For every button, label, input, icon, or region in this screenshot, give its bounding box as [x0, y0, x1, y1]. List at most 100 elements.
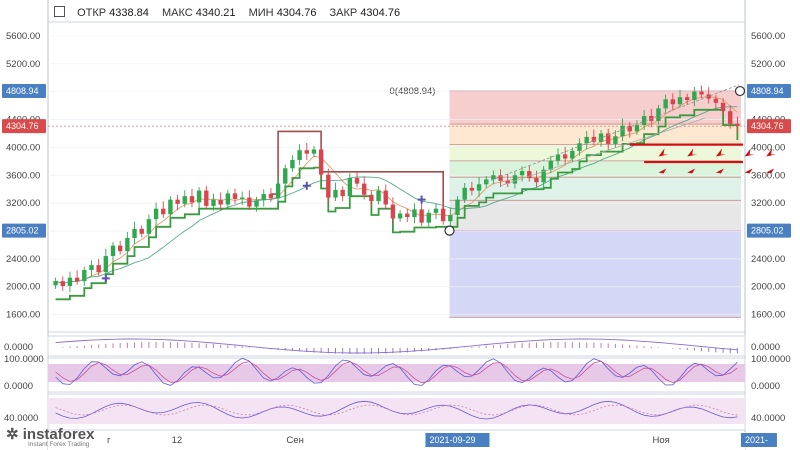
candle-body	[577, 143, 582, 151]
candle-body	[304, 150, 309, 154]
candle-body	[555, 154, 561, 161]
candle-body	[684, 97, 690, 101]
trend-line	[500, 117, 706, 187]
candle-body	[469, 187, 475, 191]
candle-body	[297, 150, 302, 160]
candle-body	[117, 245, 123, 252]
red-arrow-icon	[658, 148, 669, 157]
fib-zone	[449, 124, 741, 145]
candle-body	[376, 190, 381, 202]
resistance-step-line	[270, 130, 444, 218]
candle-body	[347, 178, 353, 197]
price-tag-right	[747, 84, 791, 99]
logo-tagline: Instant Forex Trading	[28, 441, 90, 448]
price-tag-left-text: 4304.76	[6, 121, 39, 131]
price-tag-left	[2, 119, 46, 134]
candle-body	[89, 265, 94, 270]
price-tag-left-text: 4808.94	[6, 86, 39, 96]
candle-body	[663, 99, 668, 109]
stoch-bottom-label-left: 0.0000	[4, 381, 33, 392]
open-label: ОТКР	[77, 7, 107, 19]
stochastic-d-line	[55, 360, 738, 384]
candle-body	[541, 169, 546, 183]
price-tag-right	[747, 119, 791, 134]
candle-body	[125, 237, 130, 252]
candle-body	[218, 199, 223, 205]
time-label: Сен	[286, 435, 303, 446]
candle-body	[706, 94, 711, 99]
red-arrow-icon	[766, 148, 777, 157]
fib-zone	[449, 177, 741, 201]
candle-body	[620, 125, 625, 137]
candle-body	[110, 245, 116, 257]
candle-body	[527, 171, 532, 179]
candle-body	[318, 149, 324, 175]
candle-body	[584, 136, 589, 144]
candle-body	[283, 168, 288, 184]
candle-body	[67, 277, 73, 287]
candle-body	[175, 199, 180, 204]
close-value: 4304.76	[360, 7, 401, 19]
fib-zone	[449, 144, 741, 161]
red-arrow-icon	[715, 148, 726, 157]
price-tag-right-text: 4808.94	[751, 86, 784, 96]
candle-body	[713, 98, 719, 103]
stochastic-band	[48, 364, 745, 382]
candle-body	[591, 136, 597, 142]
high-value: 4340.21	[195, 7, 236, 19]
fib-zone	[449, 230, 741, 318]
red-arrow-icon	[715, 168, 724, 174]
toggle-box-icon[interactable]	[54, 6, 65, 17]
candle-body	[153, 208, 159, 220]
candle-body	[412, 209, 417, 218]
candle-body	[598, 133, 604, 142]
stoch-bottom-label-right: 0.0000	[751, 381, 780, 392]
plus-marker-icon	[101, 274, 110, 283]
candle-body	[189, 196, 195, 203]
time-label: г	[107, 435, 111, 446]
candle-body	[232, 193, 238, 199]
candle-body	[182, 196, 187, 204]
candle-body	[247, 197, 252, 207]
plus-marker-icon	[417, 195, 426, 204]
candle-body	[440, 208, 446, 222]
candle-body	[426, 212, 431, 223]
rsi-axis-label-left: 40.0000	[4, 413, 38, 424]
time-tag-text: 2021-09-29	[430, 435, 476, 445]
candle-body	[562, 154, 568, 159]
candle-body	[311, 149, 317, 154]
oscillator-panel	[47, 335, 746, 357]
fib-zone	[449, 91, 741, 125]
candle-body	[103, 256, 109, 273]
right-tick-label: 3200.00	[751, 198, 785, 209]
right-tick-label: 3600.00	[751, 170, 785, 181]
stoch-top-label-right: 100.0000	[751, 354, 791, 365]
candle-body	[455, 199, 460, 215]
candle-body	[146, 219, 152, 234]
rsi-signal-line	[55, 404, 738, 416]
candlesticks[interactable]	[53, 85, 740, 293]
candle-body	[96, 265, 101, 273]
left-tick-label: 1600.00	[6, 310, 40, 321]
candle-body	[634, 125, 640, 132]
drawings[interactable]	[101, 84, 777, 283]
low-value: 4304.76	[276, 7, 317, 19]
candle-body	[268, 194, 274, 199]
candle-body	[362, 183, 367, 195]
time-label: 12	[172, 435, 183, 446]
candle-body	[570, 150, 575, 159]
time-tag-text: 2021-	[745, 435, 768, 445]
right-tick-label: 5600.00	[751, 31, 785, 42]
left-price-axis: 5600.005200.004800.004400.004000.003600.…	[6, 31, 40, 321]
rsi-band	[48, 398, 745, 424]
candle-body	[641, 116, 647, 126]
candle-body	[728, 111, 733, 124]
left-tick-label: 2400.00	[6, 254, 40, 265]
price-tag-left	[2, 84, 46, 99]
left-tick-label: 4000.00	[6, 142, 40, 153]
left-tick-label: 5200.00	[6, 59, 40, 70]
candle-body	[340, 189, 345, 197]
candle-body	[397, 213, 403, 219]
